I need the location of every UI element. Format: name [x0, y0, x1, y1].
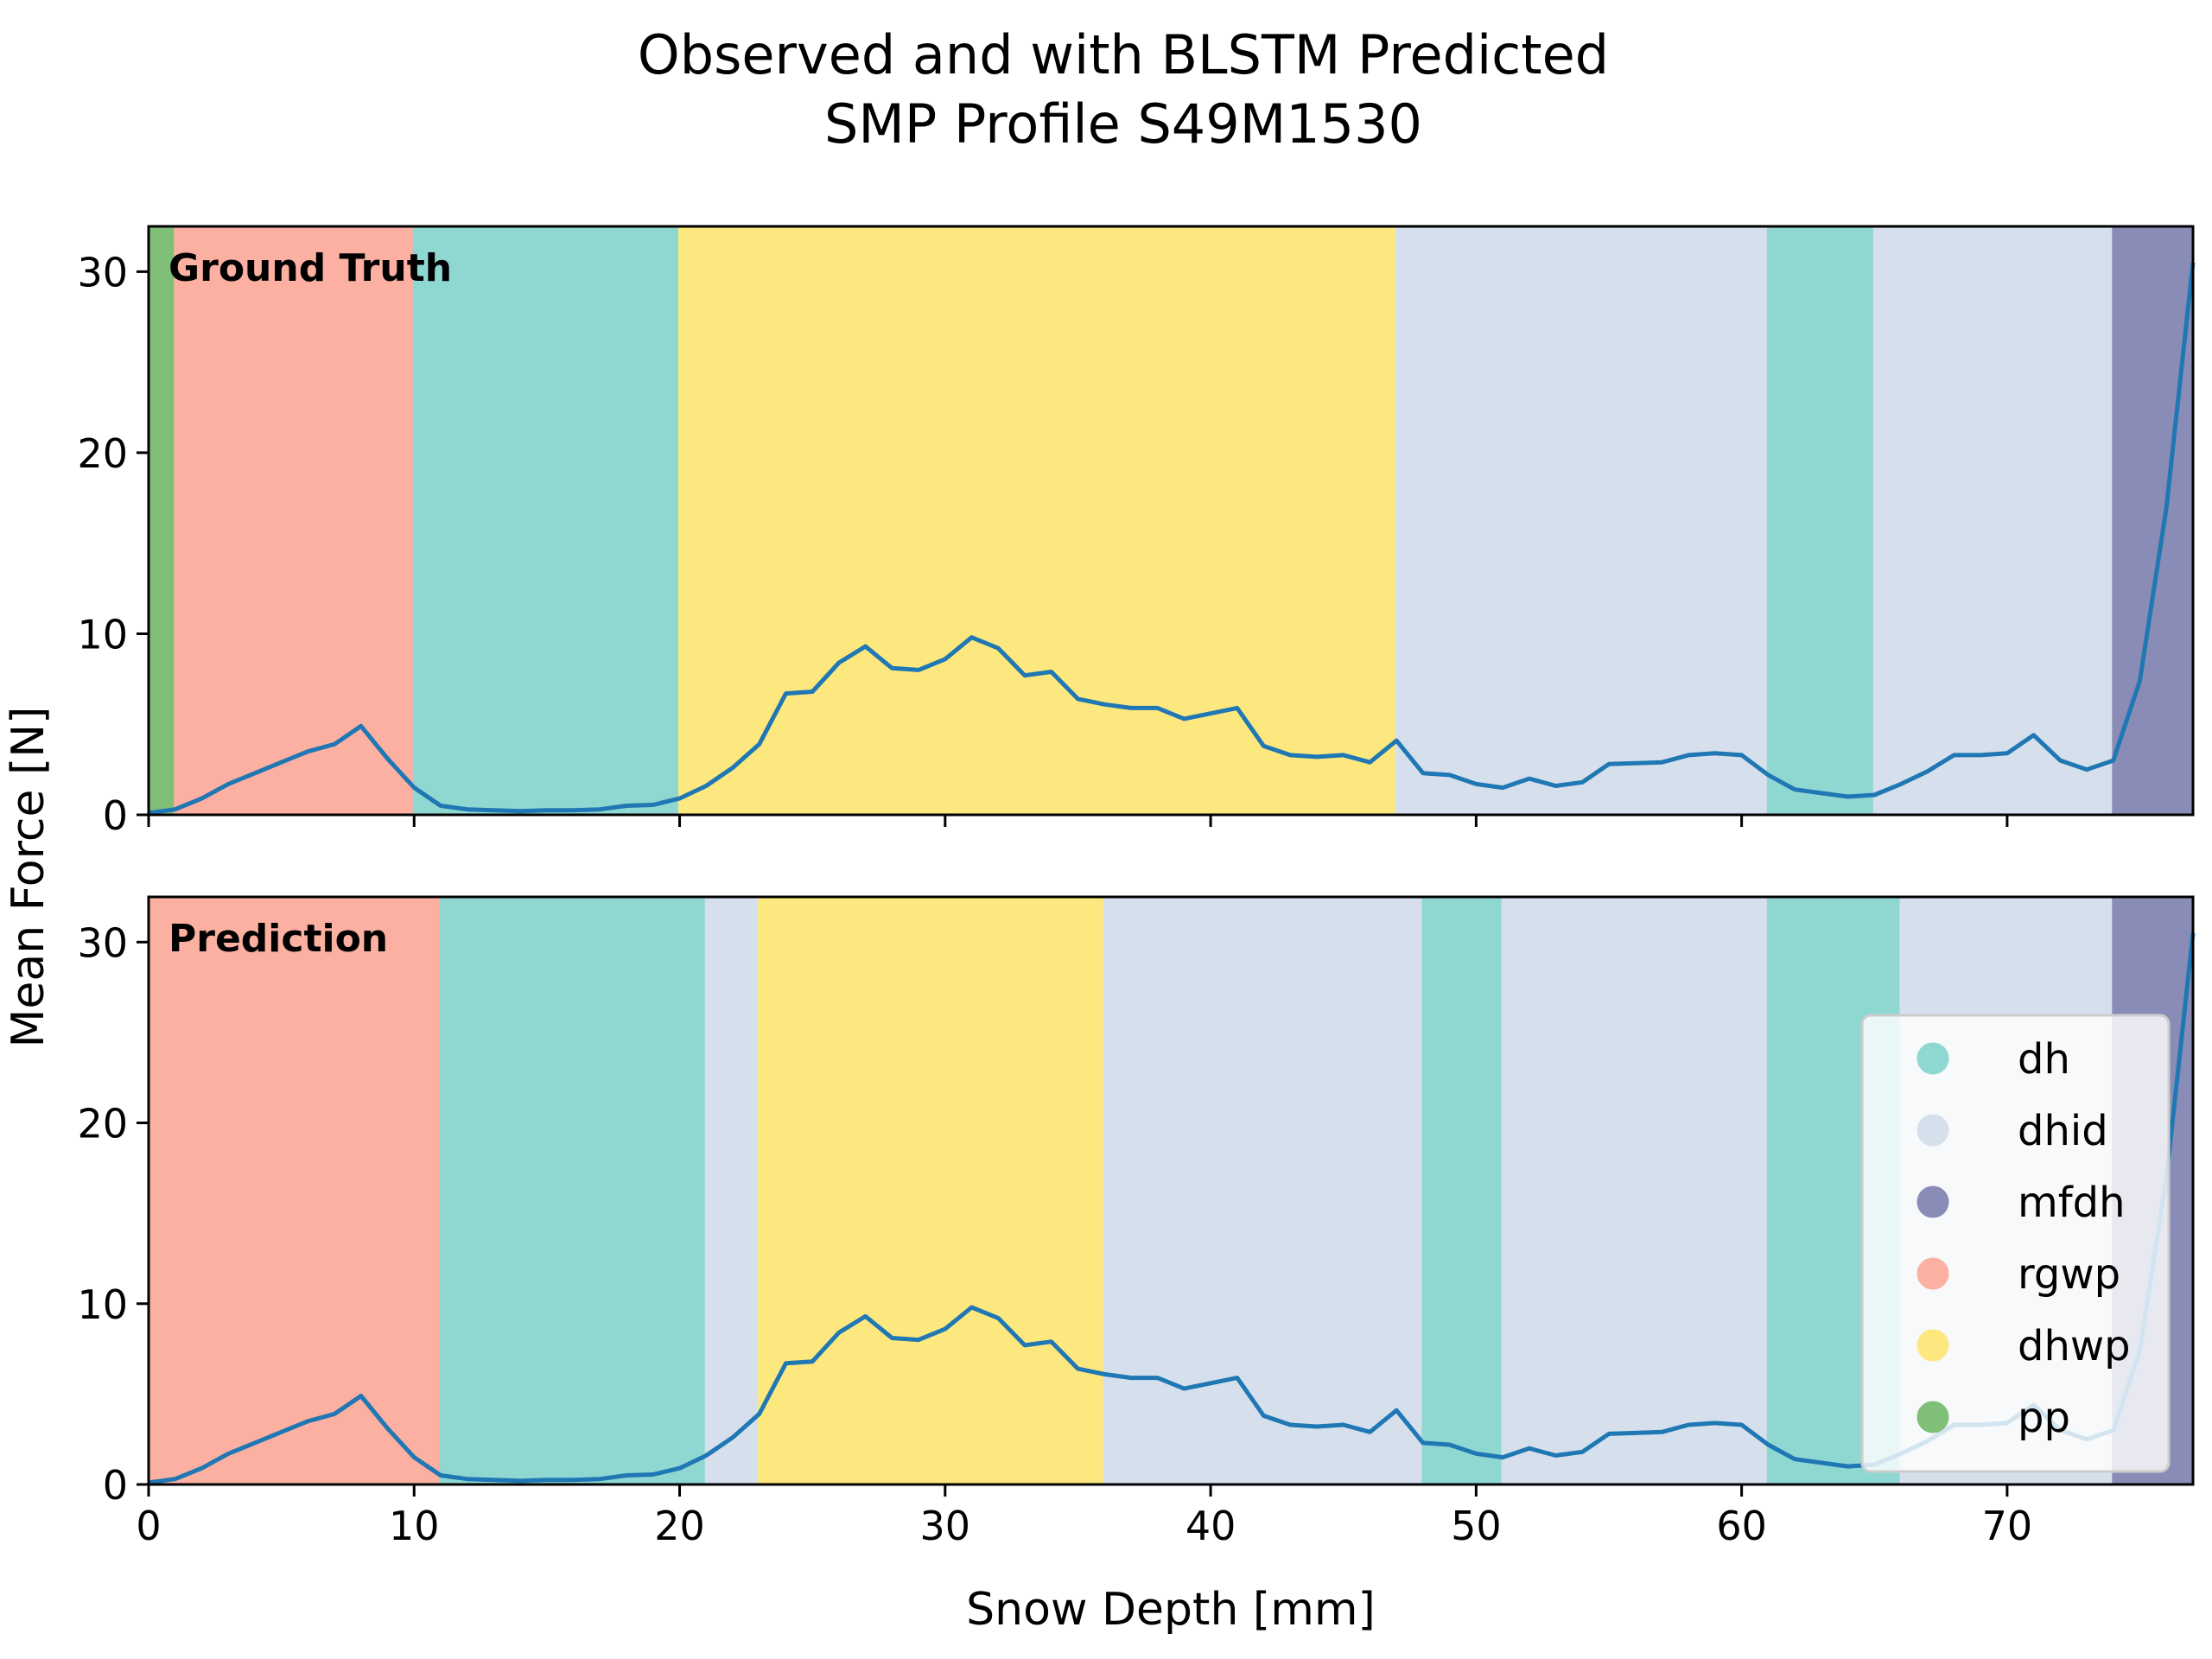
legend-marker-pp: [1916, 1401, 1949, 1433]
legend-label-rgwp: rgwp: [2018, 1250, 2120, 1299]
segment-dhwp: [678, 225, 1398, 817]
panel-label: Ground Truth: [168, 246, 452, 290]
y-tick-label: 0: [103, 1462, 128, 1509]
chart-title-line-2: SMP Profile S49M1530: [824, 92, 1422, 156]
segment-dh: [412, 225, 682, 817]
mean-force-line: [148, 932, 2196, 1485]
legend-label-dh: dh: [2018, 1035, 2070, 1084]
y-tick-label: 30: [77, 249, 128, 296]
axes-frame: [147, 895, 2195, 1486]
y-tick-label: 20: [77, 1101, 128, 1147]
y-tick-label: 0: [103, 792, 128, 839]
panel-label: Prediction: [168, 917, 388, 961]
segment-dh: [439, 895, 708, 1486]
chart-title-line-1: Observed and with BLSTM Predicted: [638, 23, 1609, 86]
segment-dhid: [1872, 225, 2115, 817]
segment-rgwp: [174, 225, 416, 817]
legend-label-pp: pp: [2018, 1394, 2070, 1442]
x-axis-label: Snow Depth [mm]: [966, 1584, 1376, 1636]
panel-ground-truth: 0 10 20 30 Ground Truth: [77, 225, 2196, 839]
x-tick-label: 20: [654, 1503, 705, 1549]
panel-prediction: 0 10 20 30 0 10 20 30 40 50 60 70 Prediction: [77, 895, 2196, 1549]
y-tick-label: 20: [77, 430, 128, 477]
legend-marker-dh: [1916, 1042, 1949, 1075]
segment-dhid: [1501, 895, 1770, 1486]
segment-dh: [1766, 225, 1876, 817]
legend-marker-mfdh: [1916, 1185, 1949, 1218]
legend-marker-dhid: [1916, 1114, 1949, 1147]
x-tick-label: 30: [920, 1503, 971, 1549]
y-tick-label: 10: [77, 1281, 128, 1328]
y-tick-label: 30: [77, 919, 128, 966]
x-tick-label: 70: [1982, 1503, 2033, 1549]
mean-force-line: [148, 262, 2196, 816]
legend-box: [1860, 1014, 2171, 1473]
x-tick-label: 0: [136, 1503, 161, 1549]
segment-dh: [1421, 895, 1504, 1486]
x-tick-label: 40: [1185, 1503, 1236, 1549]
legend-marker-dhwp: [1916, 1329, 1949, 1362]
x-tick-label: 10: [389, 1503, 440, 1549]
y-tick-label: 10: [77, 611, 128, 658]
axes-frame: [147, 225, 2195, 817]
segment-pp: [147, 225, 177, 817]
segment-dhid: [1103, 895, 1425, 1486]
legend-label-mfdh: mfdh: [2018, 1179, 2126, 1227]
x-tick-label: 60: [1716, 1503, 1767, 1549]
x-tick-label: 50: [1451, 1503, 1502, 1549]
segment-dhid: [704, 895, 761, 1486]
y-axis-label: Mean Force [N]: [3, 707, 54, 1048]
legend-marker-rgwp: [1916, 1257, 1949, 1290]
segment-dhid: [1395, 225, 1770, 817]
segment-rgwp: [147, 895, 442, 1486]
legend: dh dhid mfdh rgwp dhwp pp: [1860, 1014, 2171, 1473]
legend-label-dhwp: dhwp: [2018, 1322, 2131, 1370]
legend-label-dhid: dhid: [2018, 1107, 2108, 1155]
segment-dhwp: [758, 895, 1106, 1486]
